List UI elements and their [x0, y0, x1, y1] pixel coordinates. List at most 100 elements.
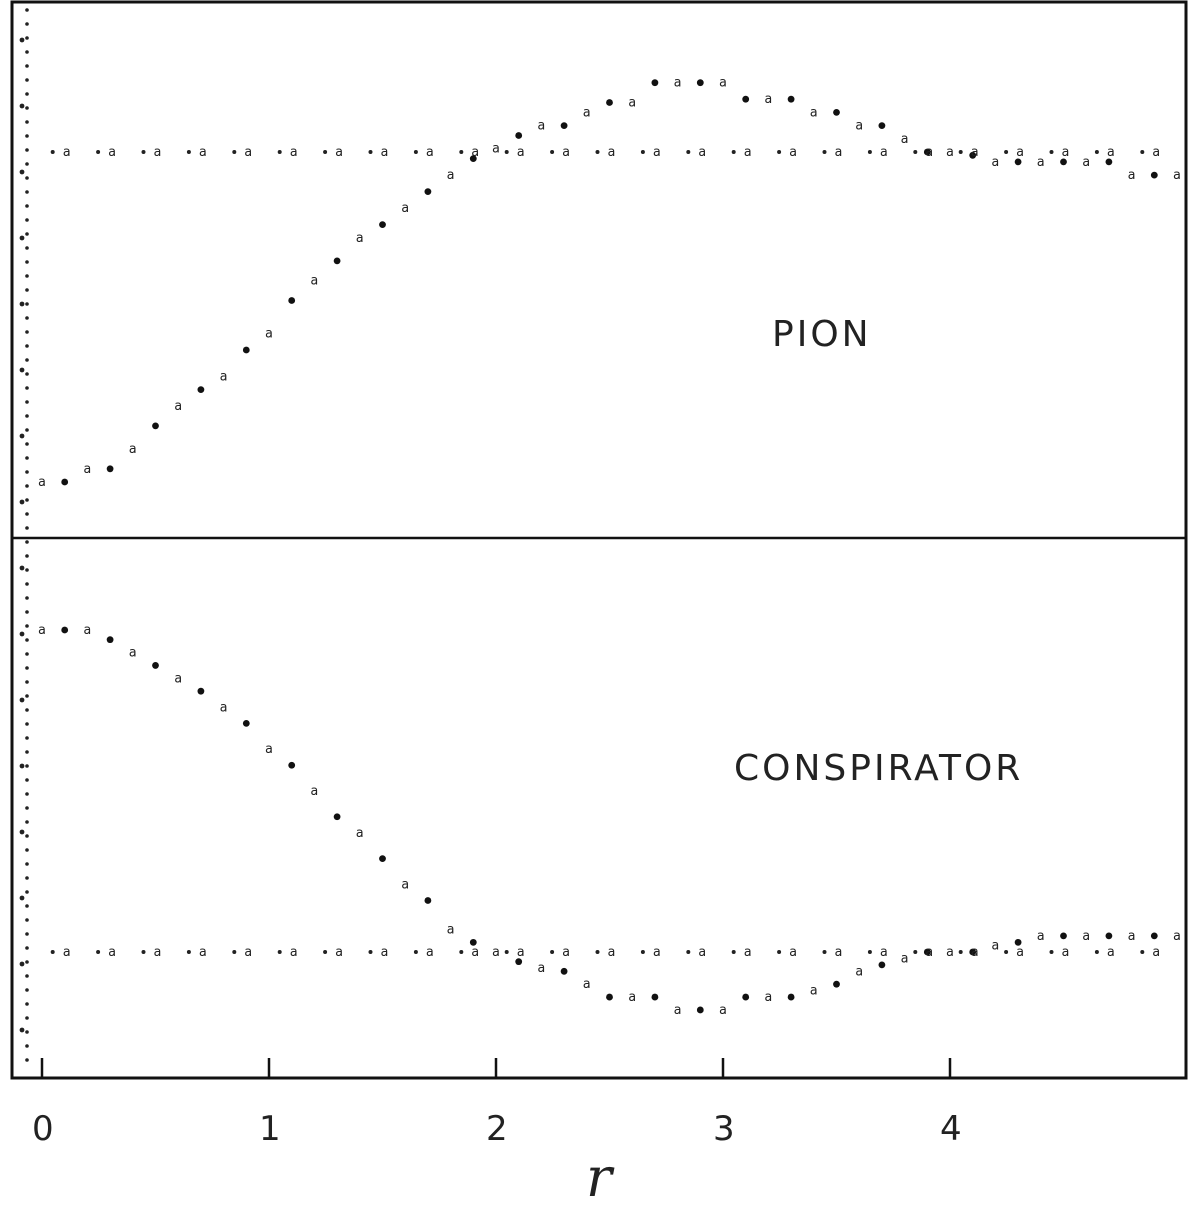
axis-mark-10 — [19, 697, 25, 703]
left-axis-dotted-line — [19, 8, 29, 1062]
pion-s0-point-8: a — [220, 369, 228, 384]
axis-mark-7 — [19, 499, 25, 505]
conspirator-s0-point-25 — [606, 993, 613, 1001]
pion-s0-point-32: a — [764, 92, 772, 107]
axis-dot-63 — [25, 890, 29, 894]
conspirator-s1-point-15-dot — [731, 950, 736, 954]
conspirator-s0-point-41 — [969, 948, 977, 956]
conspirator-s0-point-47 — [1105, 932, 1113, 940]
conspirator-s0-point-32: a — [764, 990, 772, 1005]
pion-s1-point-22: a — [1062, 145, 1070, 160]
axis-dot-47 — [25, 666, 29, 670]
conspirator-s0-point-16: a — [401, 877, 409, 892]
conspirator-s0-point-7 — [197, 687, 205, 695]
conspirator-s1-point-18: a — [880, 945, 888, 960]
axis-dot-3 — [25, 50, 29, 54]
conspirator-s0-point-4: a — [129, 646, 137, 661]
conspirator-s1-point-17: a — [835, 945, 843, 960]
axis-dot-67 — [25, 946, 29, 950]
axis-dot-46 — [25, 652, 29, 656]
conspirator-s1-point-24-dot — [1140, 950, 1145, 954]
conspirator-s1-point-20: a — [971, 945, 979, 960]
pion-s0-point-41 — [969, 151, 977, 159]
pion-s0-point-26: a — [628, 96, 636, 111]
axis-dot-8 — [25, 120, 29, 124]
panel-label-pion: PION — [772, 314, 872, 355]
conspirator-s0-point-30: a — [719, 1003, 727, 1018]
axis-dot-44 — [25, 624, 29, 628]
axis-dot-32 — [25, 456, 29, 460]
conspirator-s1-point-3: a — [199, 945, 207, 960]
conspirator-s1-point-16: a — [789, 945, 797, 960]
conspirator-s0-point-28: a — [674, 1003, 682, 1018]
pion-s0-point-13 — [333, 257, 341, 265]
conspirator-s0-point-6: a — [174, 671, 182, 686]
pion-s0-point-38: a — [901, 132, 909, 147]
conspirator-s1-point-15: a — [744, 945, 752, 960]
conspirator-s1-point-6-dot — [323, 950, 328, 954]
pion-s1-point-9-dot — [459, 150, 464, 154]
axis-dot-24 — [25, 344, 29, 348]
pion-s1-point-10: a — [517, 145, 525, 160]
pion-s1-point-0-dot — [50, 150, 55, 154]
conspirator-s1-point-11-dot — [550, 950, 555, 954]
pion-s0-point-33 — [787, 95, 795, 103]
conspirator-s1-point-23-dot — [1094, 950, 1099, 954]
conspirator-s1-point-12-dot — [595, 950, 600, 954]
conspirator-s0-point-26: a — [628, 990, 636, 1005]
axis-dot-61 — [25, 862, 29, 866]
axis-mark-3 — [19, 235, 25, 241]
axis-dot-42 — [25, 596, 29, 600]
conspirator-s0-point-8: a — [220, 700, 228, 715]
pion-s1-point-11: a — [562, 145, 570, 160]
pion-s0-point-9 — [242, 346, 250, 354]
axis-mark-11 — [19, 763, 25, 769]
pion-s1-point-4-dot — [232, 150, 237, 154]
pion-s0-point-34: a — [810, 105, 818, 120]
pion-s1-point-19: a — [925, 145, 933, 160]
pion-s1-point-23: a — [1107, 145, 1115, 160]
axis-dot-55 — [25, 778, 29, 782]
axis-dot-19 — [25, 274, 29, 278]
pion-s0-point-19 — [469, 155, 477, 163]
axis-dot-2 — [25, 36, 29, 40]
pion-s1-point-4: a — [244, 145, 252, 160]
conspirator-s0-point-43 — [1014, 938, 1022, 946]
axis-dot-14 — [25, 204, 29, 208]
axis-dot-29 — [25, 414, 29, 418]
axis-dot-27 — [25, 386, 29, 390]
conspirator-s0-point-20: a — [492, 945, 500, 960]
pion-s0-point-36: a — [855, 119, 863, 134]
pion-s0-point-45 — [1060, 158, 1067, 166]
axis-mark-8 — [19, 565, 25, 571]
axis-dot-33 — [25, 470, 29, 474]
conspirator-s1-point-5-dot — [277, 950, 282, 954]
axis-dot-68 — [25, 960, 29, 964]
conspirator-s1-point-14: a — [698, 945, 706, 960]
conspirator-s1-point-8-dot — [413, 950, 418, 954]
conspirator-s0-point-5 — [152, 662, 159, 669]
conspirator-s1-point-0-dot — [50, 950, 55, 954]
conspirator-s1-point-22: a — [1062, 945, 1070, 960]
axis-dot-71 — [25, 1002, 29, 1006]
pion-s1-point-13: a — [653, 145, 661, 160]
conspirator-s0-point-19 — [469, 938, 477, 946]
pion-s0-point-35 — [833, 109, 840, 116]
pion-s0-point-11 — [288, 297, 296, 304]
conspirator-s0-point-49 — [1150, 932, 1158, 940]
pion-s0-point-46: a — [1082, 155, 1090, 170]
conspirator-s0-point-44: a — [1037, 929, 1045, 944]
pion-s0-point-3 — [106, 465, 114, 473]
pion-s0-point-21 — [515, 132, 523, 139]
conspirator-s1-point-12: a — [608, 945, 616, 960]
axis-dot-58 — [25, 820, 29, 824]
axis-dot-21 — [25, 302, 29, 306]
axis-dot-10 — [25, 148, 29, 152]
axis-dot-62 — [25, 876, 29, 880]
conspirator-s0-point-14: a — [356, 826, 364, 841]
axis-dot-43 — [25, 610, 29, 614]
pion-s0-point-2: a — [83, 462, 91, 477]
axis-dot-51 — [25, 722, 29, 726]
axis-dot-26 — [25, 372, 29, 376]
pion-s0-point-47 — [1105, 158, 1113, 166]
